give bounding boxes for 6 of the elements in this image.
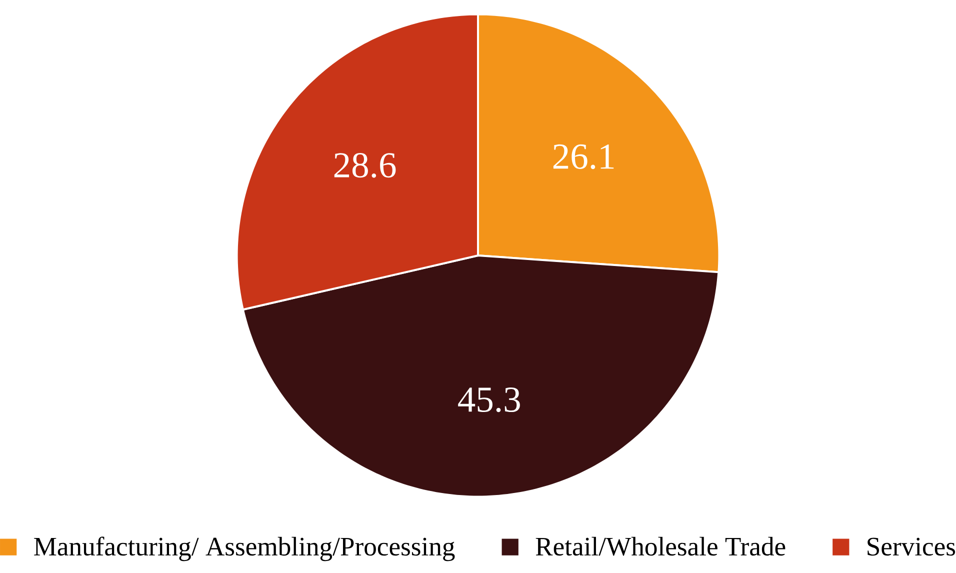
legend-label: Services	[868, 538, 956, 556]
data-label: 28.6	[334, 153, 396, 178]
data-label: 26.1	[553, 144, 614, 170]
legend-label: Manufacturing/ Assembling/Processing	[34, 536, 455, 562]
data-label: 45.3	[458, 388, 520, 412]
legend-label: Retail/Wholesale Trade	[536, 537, 786, 556]
